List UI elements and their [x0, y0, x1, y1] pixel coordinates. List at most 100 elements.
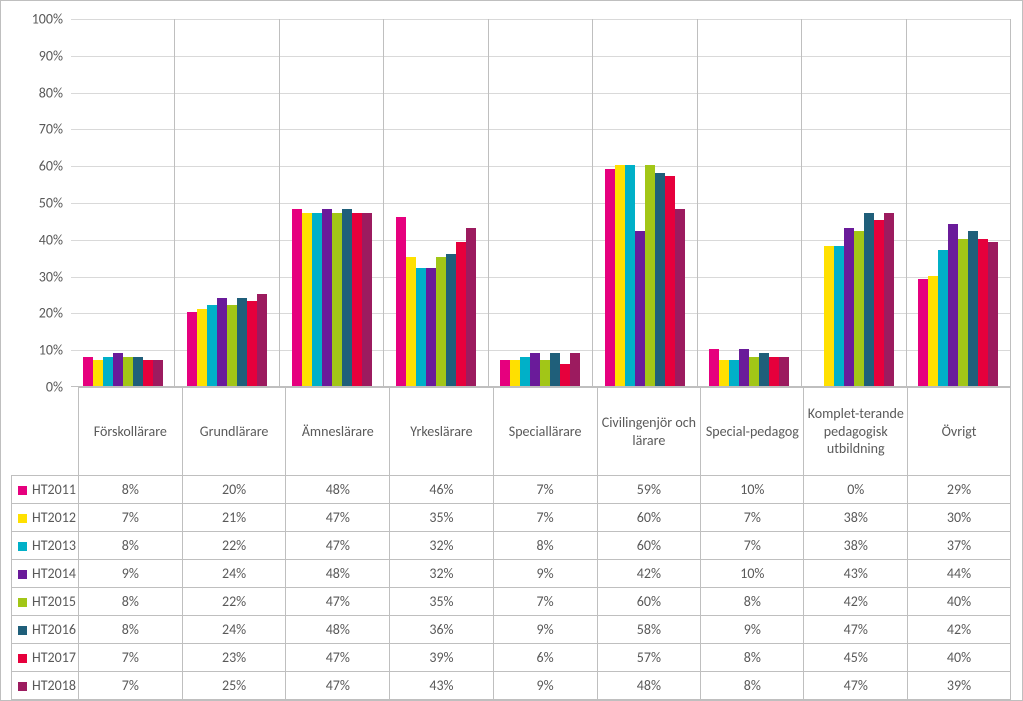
series-label: HT2016 — [32, 622, 76, 639]
bar — [884, 213, 894, 386]
bar — [769, 357, 779, 386]
bar — [436, 257, 446, 386]
category-header: Övrigt — [908, 388, 1011, 476]
bar — [83, 357, 93, 386]
y-tick-label: 50% — [13, 195, 63, 212]
data-cell: 40% — [908, 644, 1011, 672]
data-cell: 7% — [493, 504, 597, 532]
data-cell: 8% — [78, 532, 182, 560]
bar — [605, 169, 615, 386]
data-cell: 39% — [390, 644, 494, 672]
bar — [237, 298, 247, 386]
bar — [550, 353, 560, 386]
data-cell: 42% — [908, 616, 1011, 644]
data-cell: 22% — [182, 532, 286, 560]
bar-group — [280, 19, 384, 386]
bar — [113, 353, 123, 386]
legend-swatch — [18, 542, 27, 551]
bar — [759, 353, 769, 386]
data-cell: 7% — [701, 504, 804, 532]
data-table: FörskollärareGrundlärareÄmneslärareYrkes… — [11, 387, 1011, 700]
data-cell: 48% — [286, 560, 390, 588]
bar — [918, 279, 928, 386]
series-label-cell: HT2015 — [12, 588, 79, 616]
bar — [322, 209, 332, 386]
y-tick-label: 80% — [13, 84, 63, 101]
data-cell: 7% — [493, 476, 597, 504]
data-cell: 10% — [701, 560, 804, 588]
data-cell: 43% — [804, 560, 908, 588]
data-cell: 47% — [286, 588, 390, 616]
data-cell: 7% — [493, 588, 597, 616]
series-label-cell: HT2018 — [12, 672, 79, 700]
y-tick-label: 30% — [13, 268, 63, 285]
bar — [466, 228, 476, 386]
data-cell: 9% — [493, 616, 597, 644]
series-label-cell: HT2016 — [12, 616, 79, 644]
bar — [928, 276, 938, 386]
legend-swatch — [18, 598, 27, 607]
category-header: Ämneslärare — [286, 388, 390, 476]
bar — [257, 294, 267, 386]
series-label: HT2011 — [32, 482, 76, 499]
data-cell: 30% — [908, 504, 1011, 532]
bar-group — [384, 19, 488, 386]
data-cell: 7% — [78, 504, 182, 532]
data-cell: 8% — [701, 644, 804, 672]
bar — [739, 349, 749, 386]
bar — [675, 209, 685, 386]
category-header: Grundlärare — [182, 388, 286, 476]
data-cell: 45% — [804, 644, 908, 672]
bar — [416, 268, 426, 386]
bar — [342, 209, 352, 386]
bar — [520, 357, 530, 386]
category-header: Special-pedagog — [701, 388, 804, 476]
bar — [426, 268, 436, 386]
data-cell: 59% — [597, 476, 701, 504]
bar — [500, 360, 510, 386]
data-cell: 39% — [908, 672, 1011, 700]
bar-group — [802, 19, 906, 386]
bar-group — [71, 19, 175, 386]
legend-swatch — [18, 570, 27, 579]
bar — [406, 257, 416, 386]
bar — [824, 246, 834, 386]
bar — [709, 349, 719, 386]
bar — [362, 213, 372, 386]
category-header: Civilingenjör och lärare — [597, 388, 701, 476]
bar — [635, 231, 645, 386]
category-header: Yrkeslärare — [390, 388, 494, 476]
data-cell: 22% — [182, 588, 286, 616]
data-cell: 24% — [182, 616, 286, 644]
bar-group — [698, 19, 802, 386]
data-cell: 42% — [804, 588, 908, 616]
data-cell: 25% — [182, 672, 286, 700]
series-label-cell: HT2017 — [12, 644, 79, 672]
data-cell: 7% — [701, 532, 804, 560]
bar — [197, 309, 207, 386]
bar — [456, 242, 466, 386]
bar — [93, 360, 103, 386]
data-cell: 60% — [597, 532, 701, 560]
bar-group — [489, 19, 593, 386]
y-tick-label: 10% — [13, 342, 63, 359]
bar — [864, 213, 874, 386]
series-label: HT2015 — [32, 594, 76, 611]
data-cell: 47% — [804, 616, 908, 644]
series-label-cell: HT2014 — [12, 560, 79, 588]
data-cell: 47% — [286, 504, 390, 532]
data-cell: 10% — [701, 476, 804, 504]
bar — [540, 360, 550, 386]
bar — [133, 357, 143, 386]
data-cell: 60% — [597, 588, 701, 616]
bar — [779, 357, 789, 386]
data-cell: 57% — [597, 644, 701, 672]
data-cell: 47% — [286, 672, 390, 700]
category-header: Komplet-terande pedagogisk utbildning — [804, 388, 908, 476]
data-cell: 37% — [908, 532, 1011, 560]
bar — [530, 353, 540, 386]
data-cell: 8% — [78, 616, 182, 644]
bar — [625, 165, 635, 386]
y-tick-label: 100% — [13, 11, 63, 28]
bar — [615, 165, 625, 386]
